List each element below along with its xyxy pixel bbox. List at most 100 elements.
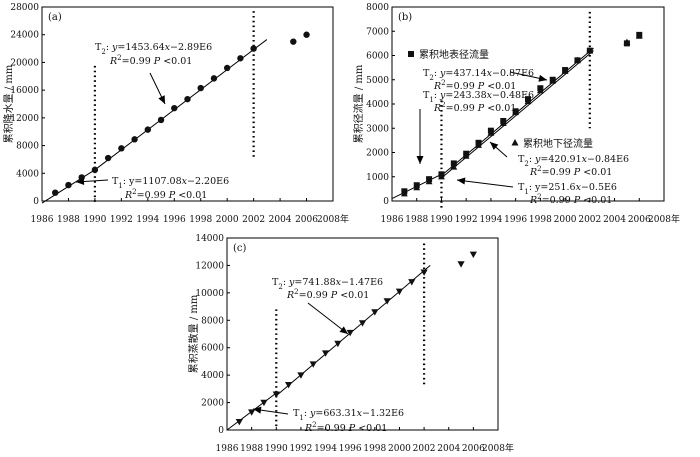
panel-b: 1986 1988 1990 1992 1994 1996 1998 2000 2002 2004… xyxy=(352,3,680,225)
x-tick-label: 2006 xyxy=(628,215,651,225)
annotation-part: T xyxy=(272,277,279,288)
x-tick-label: 2008年 xyxy=(482,442,514,454)
data-point xyxy=(487,129,495,136)
data-point xyxy=(237,55,244,62)
annotation-part: −2.89E6 xyxy=(170,42,212,53)
annotation-part: x xyxy=(487,90,493,101)
regression-annotation: T1: y=1107.08x−2.20E6 xyxy=(112,176,229,190)
y-tick-label: 1000 xyxy=(366,173,389,183)
annotation-part: P xyxy=(573,167,581,178)
x-tick-label: 1998 xyxy=(363,444,386,454)
annotation-part: : xyxy=(304,408,310,419)
regression-annotation: R2=0.99 P <0.01 xyxy=(286,288,369,301)
data-point xyxy=(536,87,544,94)
y-tick-label: 8000 xyxy=(201,316,224,326)
y-tick-label: 6000 xyxy=(366,52,389,62)
x-tick-label: 2004 xyxy=(437,444,460,454)
data-point xyxy=(425,178,433,185)
y-tick-label: 0 xyxy=(218,426,224,436)
regression-annotation: T1: y=251.6x−0.5E6 xyxy=(518,182,617,196)
annotation-part: R xyxy=(529,195,537,206)
annotation-arrowhead xyxy=(339,326,348,334)
x-tick-label: 1990 xyxy=(83,215,106,225)
regression-annotation: T1: y=243.38x−0.48E6 xyxy=(423,90,534,104)
annotation-part: 2 xyxy=(117,54,121,62)
data-point xyxy=(250,45,257,52)
annotation-part: =243.38 xyxy=(445,90,486,101)
y-tick-label: 4000 xyxy=(366,100,389,110)
y-tick-label: 8000 xyxy=(16,142,39,152)
x-tick-label: 2008年 xyxy=(317,213,349,225)
data-point xyxy=(400,190,408,197)
annotation-part: x xyxy=(357,408,363,419)
annotation-arrowhead xyxy=(457,177,466,185)
annotation-part: <0.01 xyxy=(484,103,516,114)
x-tick-label: 1992 xyxy=(110,215,133,225)
data-point xyxy=(549,77,557,84)
annotation-part: <0.01 xyxy=(580,167,612,178)
annotation-part: <0.01 xyxy=(160,56,192,67)
annotation-part: T xyxy=(518,182,525,193)
annotation-part: −2.20E6 xyxy=(187,176,229,187)
annotation-part: <0.01 xyxy=(580,195,612,206)
annotation-part: 2 xyxy=(429,74,433,82)
y-tick-label: 0 xyxy=(383,197,389,207)
x-tick-label: 1998 xyxy=(529,215,552,225)
annotation-part: R xyxy=(286,290,294,301)
panel-a: 1986 1988 1990 1992 1994 1996 1998 2000 2002 2004… xyxy=(2,3,349,225)
annotation-part: <0.01 xyxy=(484,81,516,92)
annotation-arrowhead xyxy=(538,74,547,82)
annotation-part: 2 xyxy=(101,48,105,56)
data-point xyxy=(524,97,532,105)
regression-annotation: R2=0.99 P <0.01 xyxy=(109,54,192,67)
annotation-part: x xyxy=(165,42,171,53)
data-point xyxy=(457,261,465,268)
data-point xyxy=(52,189,59,196)
annotation-part: 2 xyxy=(537,165,541,173)
data-point xyxy=(297,372,305,379)
annotation-part: P xyxy=(168,190,176,201)
annotation-part: R xyxy=(433,81,441,92)
x-tick-label: 1986 xyxy=(216,444,239,454)
annotation-part: 2 xyxy=(441,79,445,87)
annotation-part: y xyxy=(439,68,446,79)
data-point xyxy=(574,56,581,63)
annotation-arrow-line xyxy=(456,179,514,188)
annotation-part: T xyxy=(423,68,430,79)
annotation-part: : xyxy=(529,154,535,165)
y-tick-label: 20000 xyxy=(10,58,39,68)
y-tick-label: 24000 xyxy=(10,31,39,41)
panel-label: (b) xyxy=(398,12,412,23)
regression-annotation: T2: y=420.91x−0.84E6 xyxy=(518,154,629,168)
annotation-part: 1 xyxy=(429,96,433,104)
annotation-arrowhead xyxy=(76,178,85,185)
data-point xyxy=(309,361,317,368)
data-point xyxy=(383,298,391,305)
annotation-part: x xyxy=(582,154,588,165)
data-point xyxy=(272,391,280,398)
plot-frame xyxy=(41,6,334,202)
data-point xyxy=(450,163,458,170)
y-tick-label: 6000 xyxy=(201,344,224,354)
x-tick-label: 2008年 xyxy=(648,213,680,225)
annotation-part: x xyxy=(336,277,342,288)
annotation-part: P xyxy=(330,290,338,301)
annotation-part: −0.48E6 xyxy=(492,90,534,101)
annotation-part: 1 xyxy=(524,188,528,196)
annotation-part: : xyxy=(434,90,440,101)
annotation-part: =1453.64 xyxy=(117,42,164,53)
x-tick-label: 2000 xyxy=(388,444,411,454)
data-point xyxy=(65,181,72,189)
data-point xyxy=(131,136,138,143)
annotation-part: P xyxy=(348,423,356,434)
annotation-part: =437.14 xyxy=(445,68,486,79)
y-tick-label: 28000 xyxy=(10,3,39,13)
data-point xyxy=(450,160,457,167)
data-point xyxy=(462,152,470,159)
x-tick-label: 1992 xyxy=(455,215,478,225)
data-point xyxy=(623,38,631,45)
x-tick-label: 1986 xyxy=(381,215,404,225)
x-tick-label: 1996 xyxy=(339,444,362,454)
y-tick-label: 7000 xyxy=(366,27,389,37)
